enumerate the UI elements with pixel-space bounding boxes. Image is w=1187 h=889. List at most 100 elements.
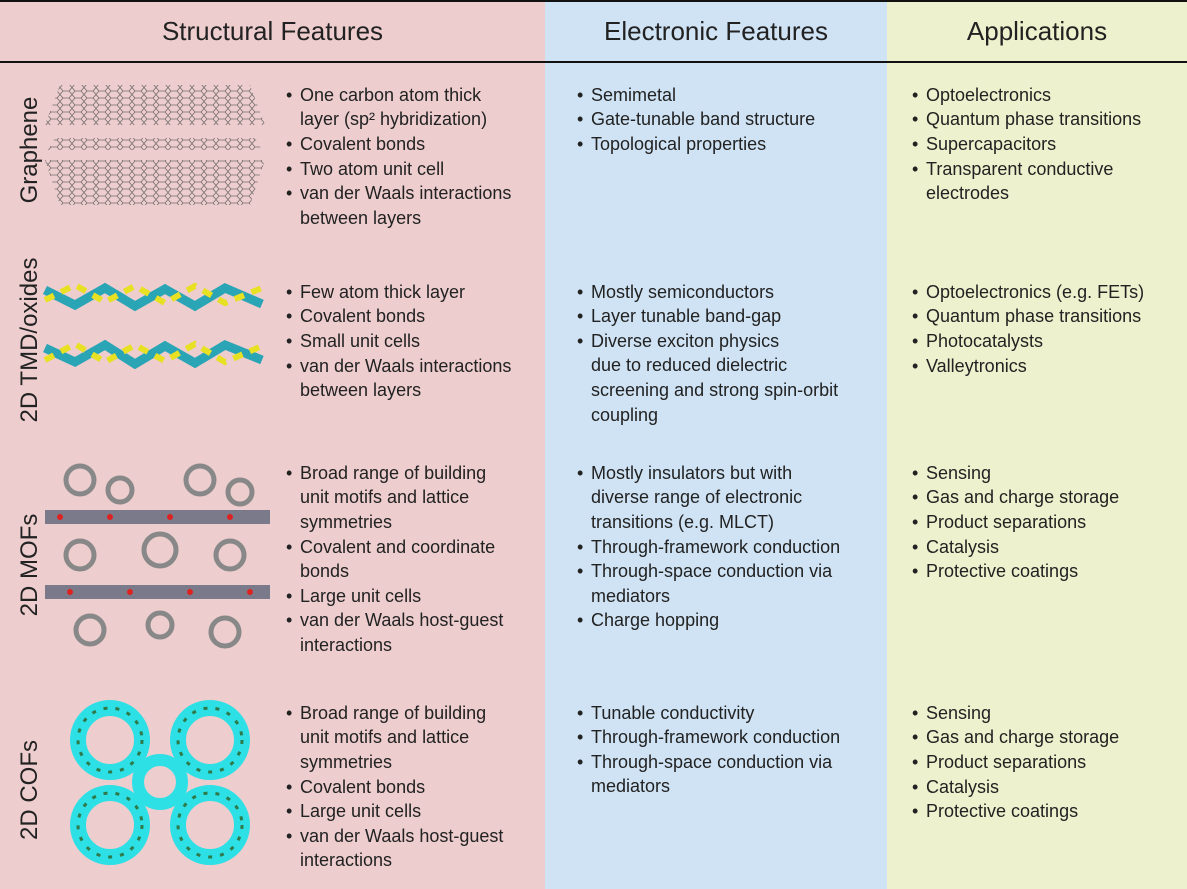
structural-bullet: van der Waals interactions between layers <box>286 181 511 230</box>
column-header: Applications <box>966 16 1108 46</box>
bullet-line: Protective coatings <box>926 801 1079 822</box>
bullet-line: van der Waals interactions <box>300 355 512 376</box>
structural-bullet: Large unit cells <box>286 584 422 609</box>
bullet-line: Covalent and coordinate <box>300 536 496 557</box>
bullet-line: Large unit cells <box>300 801 422 822</box>
bullet-line: Catalysis <box>926 536 1000 557</box>
bullet-line: coupling <box>591 404 659 425</box>
electronic-bullet: Through-space conduction via mediators <box>577 750 832 799</box>
applications-bullet: Protective coatings <box>912 559 1079 584</box>
applications-bullet: Quantum phase transitions <box>912 107 1142 132</box>
bullet-line: Two atom unit cell <box>300 158 445 179</box>
cof-illustration <box>70 700 250 865</box>
structural-bullet: Few atom thick layer <box>286 280 466 305</box>
bullet-line: Valleytronics <box>926 355 1027 376</box>
bullet-line: Product separations <box>926 511 1087 532</box>
bullet-line: Optoelectronics (e.g. FETs) <box>926 281 1145 302</box>
header-rule <box>0 61 1187 63</box>
electronic-bullet: Diverse exciton physics due to reduced di… <box>577 329 839 427</box>
bullet-line: Gas and charge storage <box>926 727 1120 748</box>
bullet-line: interactions <box>300 850 393 871</box>
structural-bullet: One carbon atom thick layer (sp² hybridiz… <box>286 83 488 132</box>
structural-bullet: Small unit cells <box>286 329 420 354</box>
bullet-line: Covalent bonds <box>300 306 426 327</box>
applications-bullet: Supercapacitors <box>912 132 1057 157</box>
applications-bullet: Quantum phase transitions <box>912 304 1142 329</box>
bullet-line: layer (sp² hybridization) <box>300 109 488 130</box>
bullet-line: Broad range of building <box>300 702 487 723</box>
applications-bullet: Catalysis <box>912 535 1000 560</box>
bullet-line: Protective coatings <box>926 561 1079 582</box>
bullet-line: diverse range of electronic <box>591 487 803 508</box>
bullet-line: Mostly semiconductors <box>591 281 775 302</box>
bullet-line: Catalysis <box>926 776 1000 797</box>
row-label: 2D TMD/oxides <box>16 257 43 423</box>
electronic-bullet: Charge hopping <box>577 608 720 633</box>
bullet-line: Transparent conductive <box>926 158 1114 179</box>
applications-bullet: Sensing <box>912 461 992 486</box>
bullet-line: Charge hopping <box>591 610 720 631</box>
row-label: 2D MOFs <box>16 513 43 617</box>
applications-bullet: Optoelectronics (e.g. FETs) <box>912 280 1145 305</box>
applications-bullet: Catalysis <box>912 775 1000 800</box>
applications-bullet: Optoelectronics <box>912 83 1052 108</box>
graphene-illustration <box>45 85 265 205</box>
bullet-line: Tunable conductivity <box>591 702 755 723</box>
electronic-bullet: Mostly insulators but with diverse range … <box>577 461 803 535</box>
structural-bullet: Covalent bonds <box>286 132 426 157</box>
bullet-line: Large unit cells <box>300 585 422 606</box>
bullet-line: Quantum phase transitions <box>926 109 1142 130</box>
structural-bullet: Two atom unit cell <box>286 157 445 182</box>
bullet-line: Topological properties <box>591 133 767 154</box>
bullet-line: Covalent bonds <box>300 133 426 154</box>
electronic-bullet: Tunable conductivity <box>577 701 755 726</box>
applications-bullet: Product separations <box>912 510 1087 535</box>
electronic-bullet: Gate-tunable band structure <box>577 107 815 132</box>
bullet-line: symmetries <box>300 751 393 772</box>
structural-bullet: Broad range of building unit motifs and l… <box>286 461 487 535</box>
structural-bullet: van der Waals host-guest interactions <box>286 608 504 657</box>
applications-bullet: Photocatalysts <box>912 329 1044 354</box>
electronic-bullet: Through-framework conduction <box>577 535 841 560</box>
bullet-line: Semimetal <box>591 84 677 105</box>
bullet-line: between layers <box>300 380 422 401</box>
applications-bullet: Gas and charge storage <box>912 485 1119 510</box>
bullet-line: due to reduced dielectric <box>591 355 788 376</box>
electronic-bullet: Mostly semiconductors <box>577 280 775 305</box>
bullet-line: Photocatalysts <box>926 330 1044 351</box>
structural-bullet: Broad range of building unit motifs and l… <box>286 701 487 775</box>
bullet-line: Through-space conduction via <box>591 561 833 582</box>
applications-bullet: Sensing <box>912 701 991 726</box>
bullet-line: mediators <box>591 776 671 797</box>
structural-bullet: van der Waals interactions between layers <box>286 354 512 403</box>
bullet-line: mediators <box>591 585 671 606</box>
bullet-line: Broad range of building <box>300 462 487 483</box>
bullet-line: Supercapacitors <box>926 133 1057 154</box>
bullet-line: Few atom thick layer <box>300 281 466 302</box>
structural-bullet: Covalent bonds <box>286 775 425 800</box>
structural-bullet: Large unit cells <box>286 799 422 824</box>
bullet-line: unit motifs and lattice <box>300 487 470 508</box>
bullet-line: Mostly insulators but with <box>591 462 793 483</box>
bullet-line: Quantum phase transitions <box>926 306 1142 327</box>
bullet-line: Through-framework conduction <box>591 727 841 748</box>
bullet-line: Diverse exciton physics <box>591 330 780 351</box>
row-label: 2D COFs <box>16 739 43 841</box>
bullet-line: van der Waals host-guest <box>300 610 504 631</box>
electronic-bullet: Through-space conduction via mediators <box>577 559 833 608</box>
structural-bullet: van der Waals host-guest interactions <box>286 824 504 873</box>
bullet-line: electrodes <box>926 183 1010 204</box>
bullet-line: Optoelectronics <box>926 84 1052 105</box>
applications-bullet: Valleytronics <box>912 354 1027 379</box>
structural-bullet: Covalent and coordinate bonds <box>286 535 496 584</box>
tmd-illustration <box>42 281 264 370</box>
column-header: Structural Features <box>161 16 384 46</box>
bullet-line: screening and strong spin-orbit <box>591 380 839 401</box>
applications-bullet: Protective coatings <box>912 799 1079 824</box>
bullet-line: Sensing <box>926 462 992 483</box>
bullet-line: Through-framework conduction <box>591 536 841 557</box>
applications-bullet: Gas and charge storage <box>912 725 1120 750</box>
bullet-line: van der Waals host-guest <box>300 825 504 846</box>
